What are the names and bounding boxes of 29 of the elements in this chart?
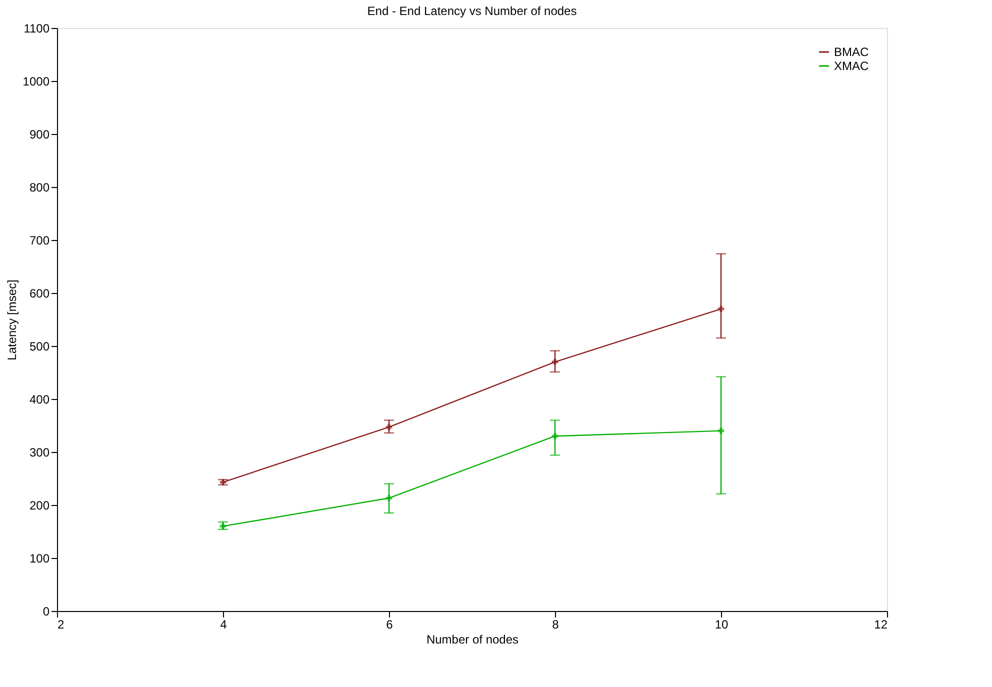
x-tick-label: 12 — [874, 618, 888, 632]
point — [718, 428, 724, 434]
x-tick-label: 6 — [386, 618, 394, 632]
x-tick-label: 4 — [220, 618, 228, 632]
chart-title: End - End Latency vs Number of nodes — [367, 4, 577, 18]
x-tick-label: 10 — [714, 618, 728, 632]
point — [386, 424, 392, 430]
y-tick-label: 800 — [29, 180, 50, 194]
y-tick-label: 700 — [29, 234, 50, 248]
y-tick-label: 200 — [29, 498, 50, 512]
x-tick-label: 8 — [552, 618, 560, 632]
x-tick-label: 2 — [58, 618, 64, 632]
point — [386, 494, 392, 502]
x-axis-title: Number of nodes — [426, 632, 519, 646]
point — [552, 358, 558, 366]
y-tick-label: 1100 — [24, 22, 50, 36]
y-tick-label: 400 — [29, 392, 50, 406]
y-tick-label: 600 — [29, 286, 50, 300]
legend-label: XMAC — [834, 59, 870, 73]
y-tick-label: 300 — [29, 446, 50, 460]
y-tick-label: 1000 — [22, 74, 50, 88]
y-tick-label: 100 — [29, 552, 50, 566]
y-tick-label: 500 — [29, 340, 50, 354]
y-axis-title: Latency [msec] — [4, 280, 19, 360]
point — [718, 306, 724, 312]
point — [552, 432, 558, 440]
y-tick-label: 900 — [29, 128, 50, 142]
legend-label: BMAC — [834, 45, 870, 59]
y-tick-label: 0 — [42, 604, 50, 618]
